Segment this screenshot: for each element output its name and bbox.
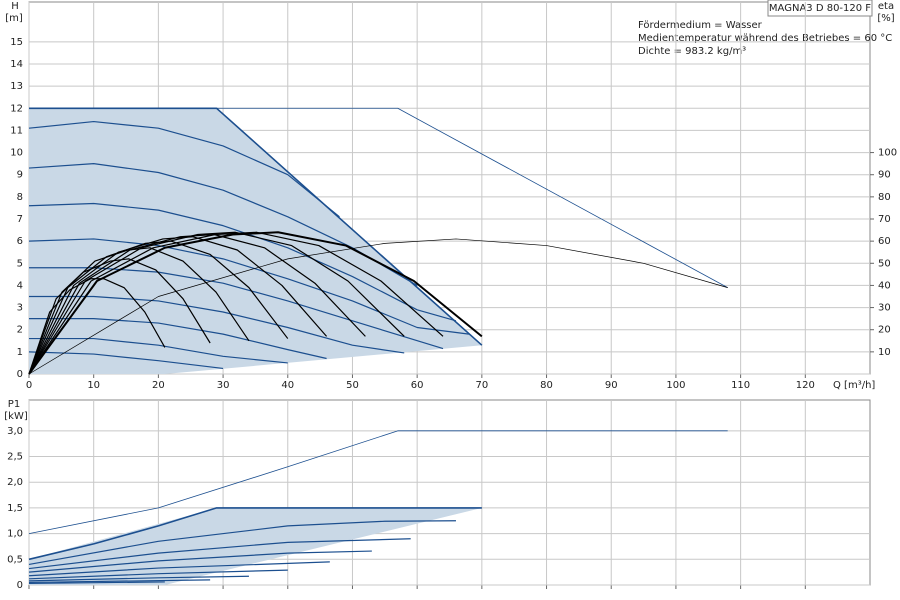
x-tick-label: 120 [796, 380, 815, 391]
y-tick-label: 14 [10, 59, 23, 70]
y2-tick-label: 60 [878, 236, 891, 247]
y2-tick-label: 50 [878, 258, 891, 269]
y-tick-label: 5 [17, 258, 23, 269]
y-tick-label: 10 [10, 148, 23, 159]
y-tick-label: 8 [17, 192, 23, 203]
y-tick-label: 1,0 [7, 529, 23, 540]
curve [28, 569, 288, 580]
y-label: P1 [8, 399, 20, 410]
curve [28, 120, 340, 218]
y-unit: [m] [5, 13, 23, 24]
y-tick-label: 13 [10, 81, 23, 92]
x-tick-label: 110 [731, 380, 750, 391]
x-label: Q [m³/h] [833, 380, 875, 391]
curve [28, 538, 411, 570]
x-tick-label: 60 [411, 380, 424, 391]
y-tick-label: 1,5 [7, 503, 23, 514]
y-tick-label: 2,5 [7, 452, 23, 463]
y-tick-label: 3 [17, 303, 23, 314]
y-tick-label: 4 [17, 280, 23, 291]
y2-label: eta [878, 1, 894, 12]
curve [28, 238, 728, 375]
y2-tick-label: 70 [878, 214, 891, 225]
y-tick-label: 0 [17, 580, 23, 591]
annotation: Medientemperatur während des Betriebes =… [638, 33, 892, 44]
y-unit: [kW] [4, 411, 28, 422]
x-tick-label: 10 [87, 380, 100, 391]
y-tick-label: 1 [17, 347, 23, 358]
curve [28, 238, 469, 335]
y2-tick-label: 80 [878, 192, 891, 203]
curve [28, 507, 482, 561]
x-tick-label: 80 [540, 380, 553, 391]
y-tick-label: 0 [17, 369, 23, 380]
curve [29, 337, 288, 364]
y-tick-label: 11 [10, 125, 23, 136]
curve [216, 107, 728, 288]
model-box [767, 0, 873, 17]
y-tick-label: 12 [10, 103, 23, 114]
curve [29, 318, 327, 360]
y-tick-label: 3,0 [7, 426, 23, 437]
y2-tick-label: 20 [878, 325, 891, 336]
curve [28, 561, 330, 577]
y2-tick-label: 10 [878, 347, 891, 358]
curve [28, 430, 728, 535]
y2-tick-label: 100 [878, 148, 897, 159]
curve [28, 520, 456, 566]
y-label: H [11, 1, 19, 12]
x-tick-label: 40 [281, 380, 294, 391]
x-tick-label: 20 [152, 380, 165, 391]
annotation: Dichte = 983.2 kg/m³ [638, 46, 746, 57]
curve [28, 163, 418, 286]
y2-unit: [%] [877, 13, 894, 24]
curve [28, 579, 211, 584]
operating-region [29, 507, 482, 585]
y2-tick-label: 30 [878, 303, 891, 314]
curve [29, 295, 405, 354]
curve [28, 231, 483, 375]
x-tick-label: 100 [666, 380, 685, 391]
curve [28, 351, 224, 370]
x-tick-label: 50 [346, 380, 359, 391]
y-tick-label: 15 [10, 37, 23, 48]
y-tick-label: 7 [17, 214, 23, 225]
y-tick-label: 9 [17, 170, 23, 181]
y-tick-label: 2,0 [7, 477, 23, 488]
y2-tick-label: 40 [878, 280, 891, 291]
x-tick-label: 70 [475, 380, 488, 391]
y-tick-label: 2 [17, 325, 23, 336]
y-tick-label: 6 [17, 236, 23, 247]
y2-tick-label: 90 [878, 170, 891, 181]
x-tick-label: 90 [605, 380, 618, 391]
curve [28, 550, 372, 573]
curve [28, 575, 249, 582]
y-tick-label: 0,5 [7, 554, 23, 565]
curve [28, 233, 366, 375]
model-label: MAGNA3 D 80-120 F [769, 3, 871, 14]
annotation: Fördermedium = Wasser [638, 20, 763, 31]
curve [28, 581, 165, 585]
x-tick-label: 0 [26, 380, 32, 391]
x-tick-label: 30 [217, 380, 230, 391]
curve [28, 231, 405, 375]
